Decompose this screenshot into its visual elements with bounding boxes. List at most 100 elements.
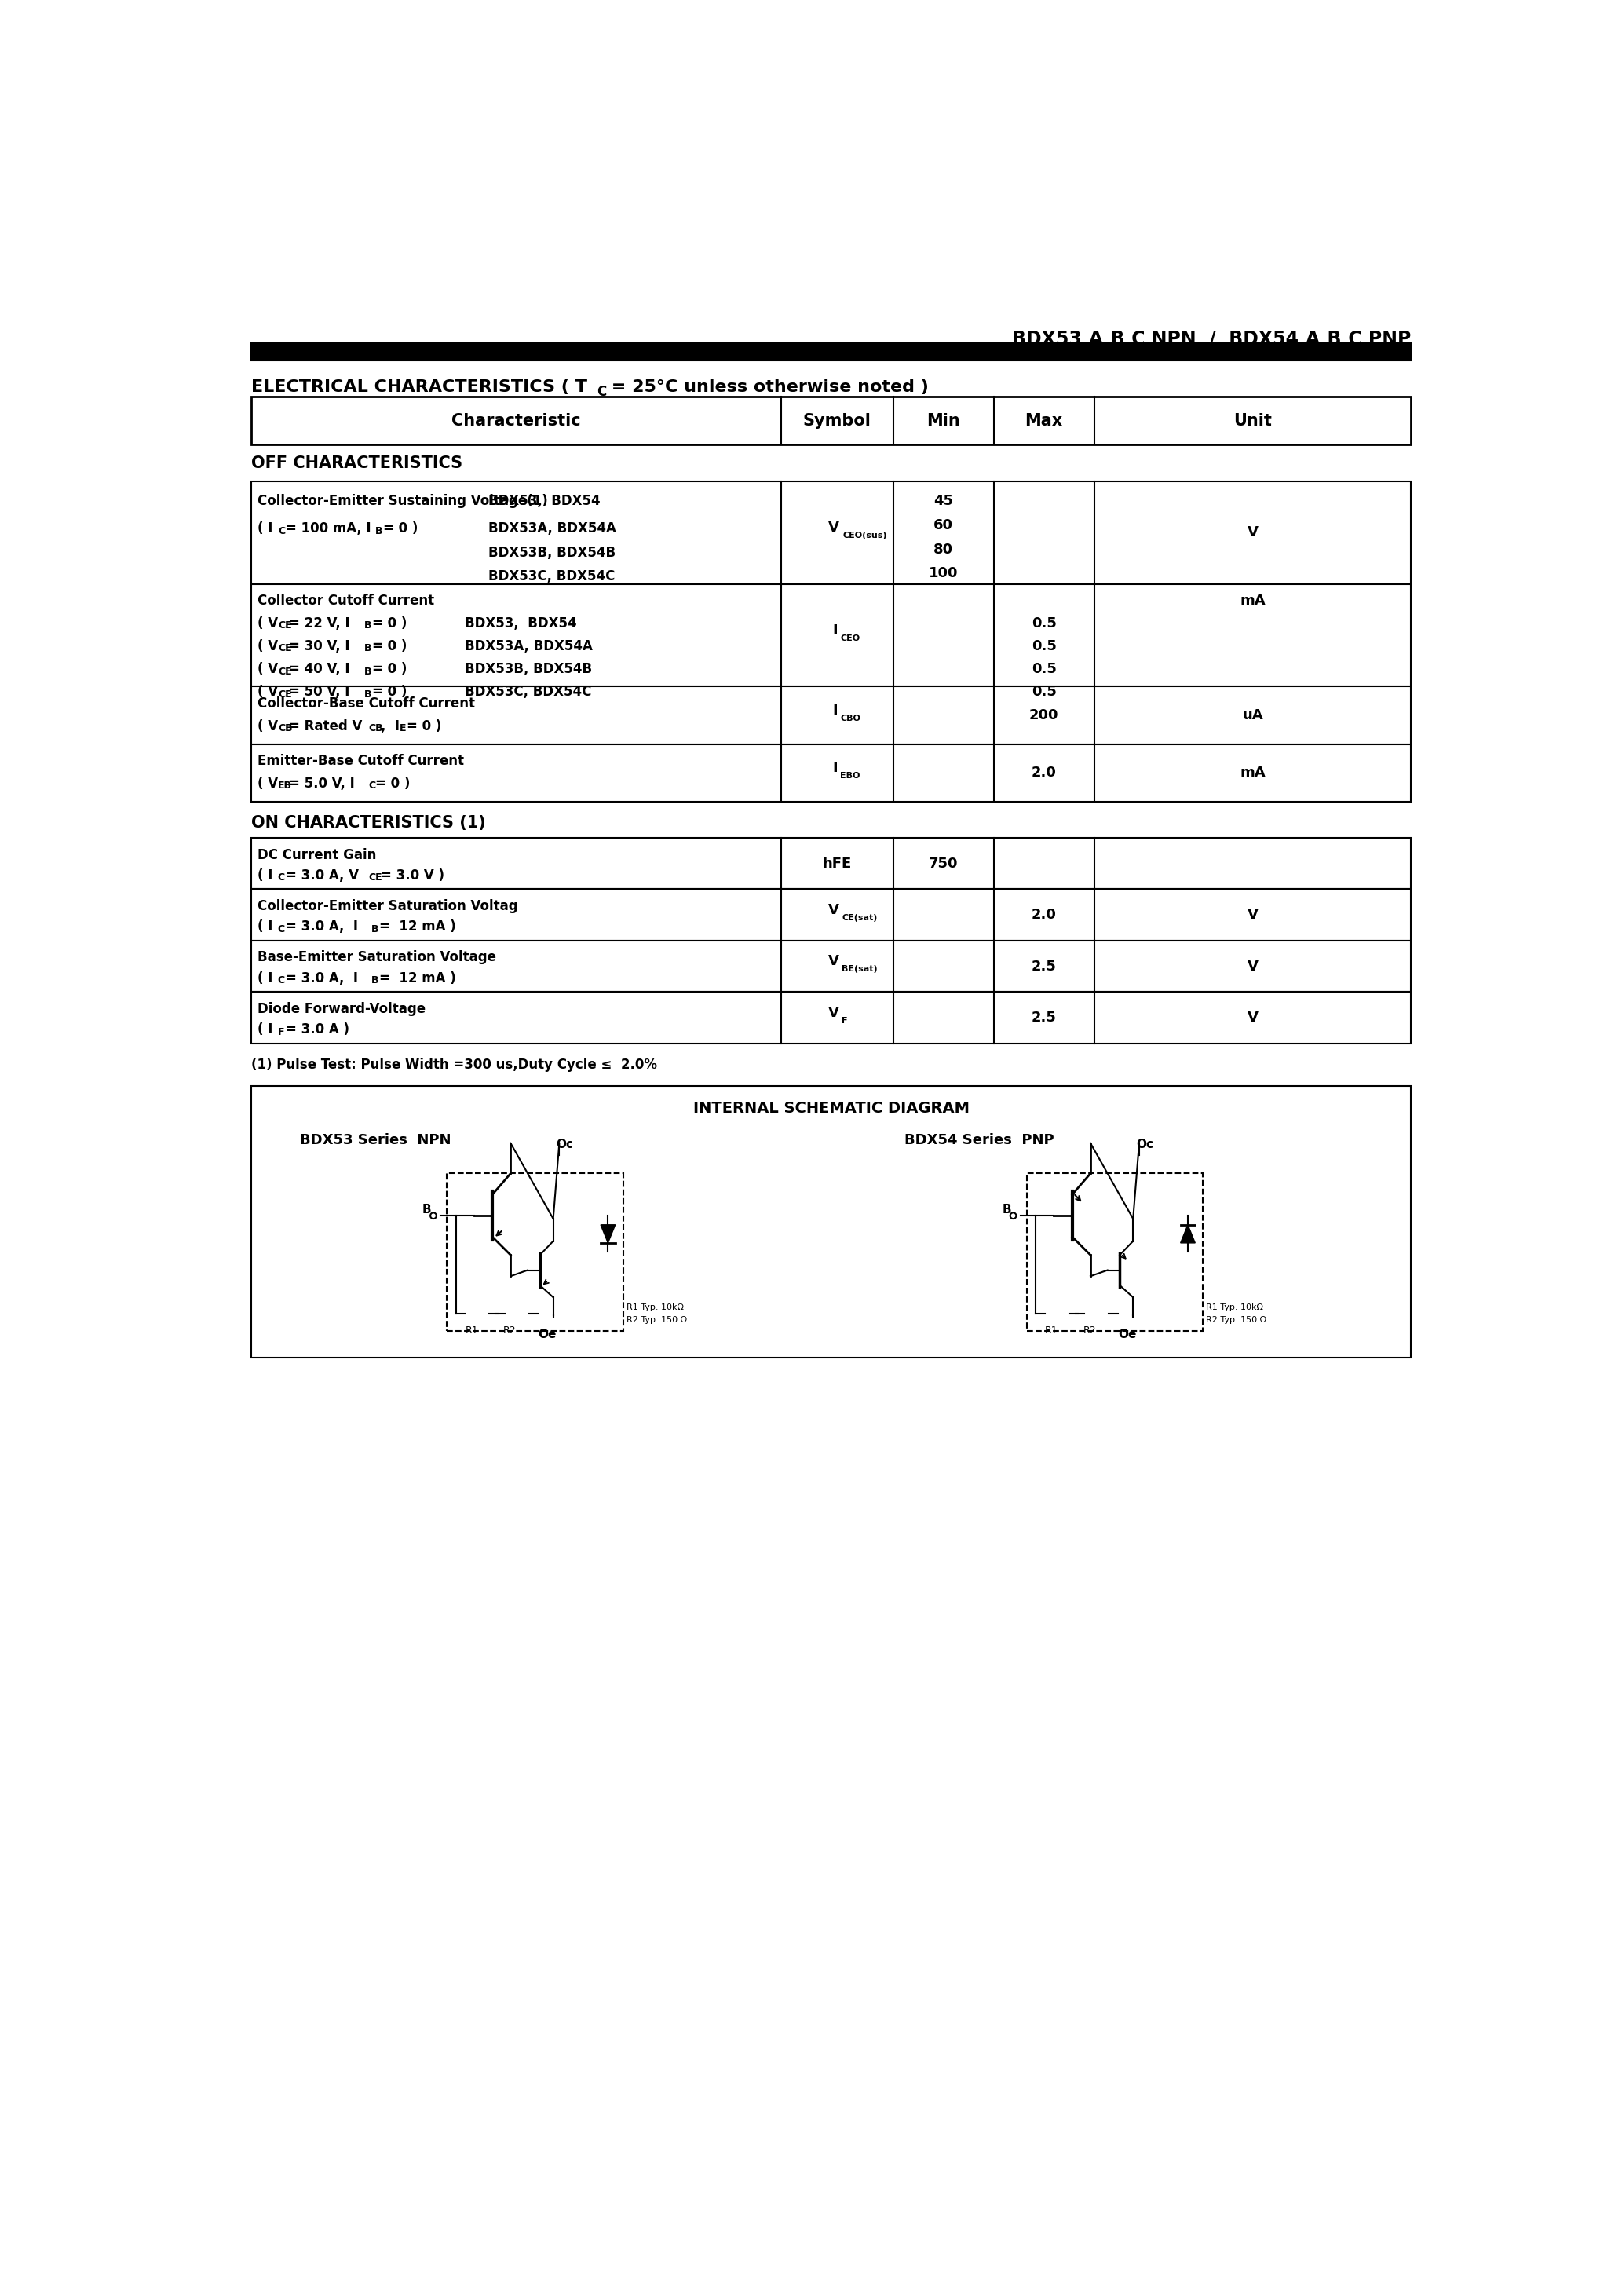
Bar (1085, 1309, 1109, 1320)
Text: OFF CHARACTERISTICS: OFF CHARACTERISTICS (251, 455, 462, 471)
Text: 45: 45 (934, 494, 954, 507)
Text: Oc: Oc (1135, 1139, 1153, 1150)
Text: CE: CE (279, 689, 292, 700)
Text: = 0 ): = 0 ) (371, 661, 407, 677)
Text: V: V (1247, 526, 1259, 540)
Text: F: F (277, 1026, 284, 1038)
Bar (446, 1173, 623, 1332)
Text: BDX53B, BDX54B: BDX53B, BDX54B (488, 546, 616, 560)
Text: B: B (363, 620, 371, 631)
Bar (251, 889, 1411, 941)
Text: CE: CE (279, 666, 292, 677)
Bar (1027, 1173, 1204, 1332)
Text: = 50 V, I: = 50 V, I (289, 684, 350, 700)
Text: CE: CE (279, 620, 292, 631)
Text: CBO: CBO (840, 714, 860, 723)
Text: CB: CB (279, 723, 294, 732)
Text: ( I: ( I (258, 1022, 272, 1035)
Text: = 3.0 A, V: = 3.0 A, V (285, 868, 358, 882)
Text: C: C (597, 386, 607, 400)
Text: =  12 mA ): = 12 mA ) (380, 921, 456, 934)
Text: V: V (829, 902, 840, 916)
Text: ( V: ( V (258, 776, 277, 790)
Text: 2.5: 2.5 (1032, 960, 1056, 974)
Text: Collector-Emitter Saturation Voltag: Collector-Emitter Saturation Voltag (258, 900, 517, 914)
Text: V: V (829, 521, 840, 535)
Text: R1: R1 (466, 1325, 478, 1336)
Text: 60: 60 (934, 519, 954, 533)
Text: Collector-Base Cutoff Current: Collector-Base Cutoff Current (258, 696, 475, 712)
Text: 750: 750 (929, 856, 959, 870)
Text: = 0 ): = 0 ) (371, 638, 407, 654)
Text: BDX53,  BDX54: BDX53, BDX54 (488, 494, 600, 507)
Text: I: I (832, 625, 839, 638)
Text: ON CHARACTERISTICS (1): ON CHARACTERISTICS (1) (251, 815, 487, 831)
Circle shape (1011, 1212, 1017, 1219)
Text: 2.5: 2.5 (1032, 1010, 1056, 1024)
Text: C: C (368, 781, 376, 790)
Text: = 0 ): = 0 ) (376, 776, 410, 790)
Text: uA: uA (1242, 709, 1264, 723)
Text: = Rated V: = Rated V (289, 719, 362, 732)
Text: B: B (371, 923, 380, 934)
Text: = 3.0 V ): = 3.0 V ) (381, 868, 444, 882)
Text: Unit: Unit (1233, 413, 1272, 429)
Text: =  12 mA ): = 12 mA ) (380, 971, 456, 985)
Text: hFE: hFE (822, 856, 852, 870)
Text: C: C (279, 526, 285, 537)
Text: mA: mA (1239, 595, 1265, 608)
Text: BDX53A, BDX54A: BDX53A, BDX54A (464, 638, 592, 654)
Text: V: V (1247, 960, 1259, 974)
Text: Characteristic: Characteristic (451, 413, 581, 429)
Text: 80: 80 (934, 542, 954, 556)
Text: ( V: ( V (258, 684, 277, 700)
Bar (504, 1309, 529, 1320)
Bar (251, 397, 1411, 445)
Text: I: I (832, 703, 839, 719)
Text: = 100 mA, I: = 100 mA, I (285, 521, 371, 535)
Text: = 25°C unless otherwise noted ): = 25°C unless otherwise noted ) (605, 379, 929, 395)
Text: EBO: EBO (840, 771, 860, 781)
Text: = 3.0 A,  I: = 3.0 A, I (285, 971, 358, 985)
Text: = 0 ): = 0 ) (407, 719, 441, 732)
Text: EB: EB (279, 781, 292, 790)
Text: = 3.0 A,  I: = 3.0 A, I (285, 921, 358, 934)
Text: C: C (277, 923, 285, 934)
Text: BDX53C, BDX54C: BDX53C, BDX54C (488, 569, 615, 583)
Text: Min: Min (926, 413, 960, 429)
Text: R2: R2 (503, 1325, 516, 1336)
Text: Oc: Oc (556, 1139, 574, 1150)
Text: 2.0: 2.0 (1032, 767, 1056, 781)
Text: V: V (1247, 907, 1259, 923)
Text: BDX53,A,B,C NPN  /  BDX54,A,B,C PNP: BDX53,A,B,C NPN / BDX54,A,B,C PNP (1012, 331, 1411, 349)
Bar (251, 687, 1411, 744)
Text: CE: CE (368, 872, 383, 884)
Text: = 5.0 V, I: = 5.0 V, I (289, 776, 355, 790)
Bar (251, 744, 1411, 801)
Text: R1: R1 (1045, 1325, 1058, 1336)
Text: B: B (363, 666, 371, 677)
Text: V: V (1247, 1010, 1259, 1024)
Text: 2.0: 2.0 (1032, 907, 1056, 923)
Text: BDX53B, BDX54B: BDX53B, BDX54B (464, 661, 592, 677)
Text: INTERNAL SCHEMATIC DIAGRAM: INTERNAL SCHEMATIC DIAGRAM (693, 1102, 970, 1116)
Text: Symbol: Symbol (803, 413, 871, 429)
Text: BDX53A, BDX54A: BDX53A, BDX54A (488, 521, 616, 535)
Text: Collector Cutoff Current: Collector Cutoff Current (258, 595, 435, 608)
Text: 0.5: 0.5 (1032, 615, 1056, 629)
Text: C: C (277, 872, 285, 884)
Text: ( V: ( V (258, 719, 277, 732)
Text: BDX53 Series  NPN: BDX53 Series NPN (300, 1132, 451, 1148)
Polygon shape (1181, 1224, 1195, 1242)
Text: ( V: ( V (258, 638, 277, 654)
Text: CEO(sus): CEO(sus) (843, 533, 887, 540)
Text: R1 Typ. 10kΩ: R1 Typ. 10kΩ (1207, 1304, 1264, 1311)
Text: ( I: ( I (258, 868, 272, 882)
Text: C: C (277, 976, 285, 985)
Text: Collector-Emitter Sustaining Voltage(1): Collector-Emitter Sustaining Voltage(1) (258, 494, 548, 507)
Text: R2 Typ. 150 Ω: R2 Typ. 150 Ω (626, 1316, 686, 1322)
Polygon shape (600, 1224, 615, 1242)
Bar (251, 1086, 1411, 1357)
Text: ,  I: , I (381, 719, 399, 732)
Text: CB: CB (368, 723, 383, 732)
